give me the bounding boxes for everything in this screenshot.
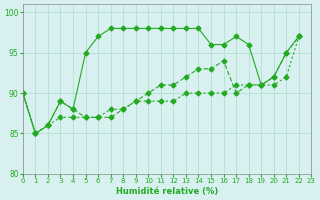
X-axis label: Humidité relative (%): Humidité relative (%) [116, 187, 218, 196]
